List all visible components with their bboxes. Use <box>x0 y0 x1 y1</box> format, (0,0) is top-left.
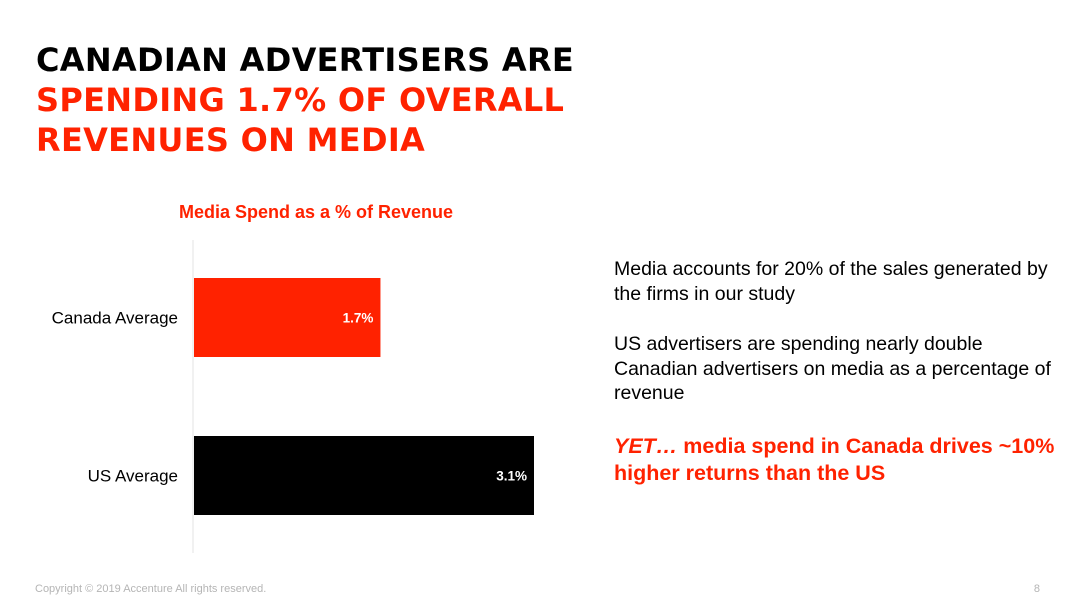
category-label-canada-average: Canada Average <box>52 309 178 328</box>
chart-title: Media Spend as a % of Revenue <box>178 202 454 222</box>
data-label-canada-average: 1.7% <box>343 311 374 326</box>
highlight-statement: YET… media spend in Canada drives ~10% h… <box>614 433 1064 487</box>
bar-canada-average <box>194 278 381 357</box>
copyright-footer: Copyright © 2019 Accenture All rights re… <box>35 583 267 595</box>
title-line-3: REVENUES ON MEDIA <box>36 121 426 159</box>
highlight-yet: YET… <box>614 434 678 458</box>
bar-us-average <box>194 436 534 515</box>
title-line-2: SPENDING 1.7% OF OVERALL <box>36 81 565 119</box>
slide-title: CANADIAN ADVERTISERS ARE SPENDING 1.7% O… <box>36 40 796 160</box>
highlight-text: media spend in Canada drives ~10% higher… <box>614 434 1055 485</box>
bar-chart: Canada Average 1.7% US Average 3.1% <box>52 240 534 553</box>
category-label-us-average: US Average <box>88 467 178 486</box>
bullet-us-double: US advertisers are spending nearly doubl… <box>614 333 1051 404</box>
bullet-media-share: Media accounts for 20% of the sales gene… <box>614 258 1048 305</box>
page-number: 8 <box>1033 583 1040 595</box>
title-line-1: CANADIAN ADVERTISERS ARE <box>36 41 575 79</box>
data-label-us-average: 3.1% <box>496 469 527 484</box>
